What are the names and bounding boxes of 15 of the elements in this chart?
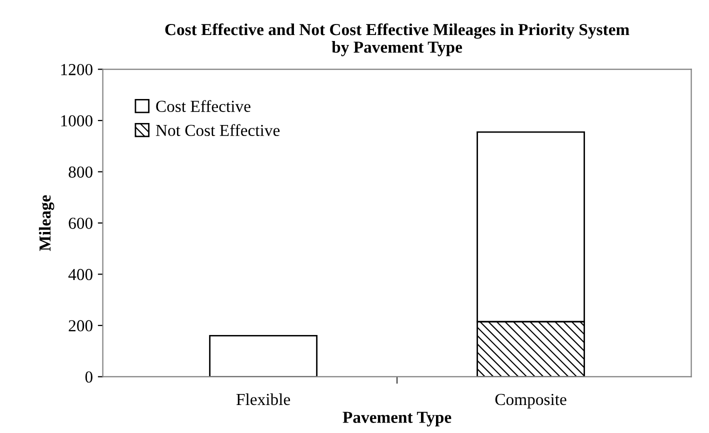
y-tick-label: 400: [68, 268, 92, 280]
y-tick-label: 600: [68, 218, 92, 229]
y-tick-label: 800: [68, 166, 92, 178]
legend-label: Cost Effective: [156, 100, 250, 112]
x-tick-label: Flexible: [236, 393, 290, 406]
bar: [209, 335, 318, 377]
legend-label: Not Cost Effective: [156, 124, 280, 136]
y-tick-label: 1200: [61, 64, 92, 76]
y-tick-label: 0: [85, 371, 92, 383]
y-tick-label: 200: [68, 320, 92, 332]
x-axis-title: Pavement Type: [342, 412, 452, 426]
chart-title: Cost Effective and Not Cost Effective Mileages in Priority System by Pavement Type: [165, 23, 630, 56]
y-tick-label: 1000: [61, 115, 92, 126]
x-tick-label: Composite: [495, 394, 566, 408]
y-axis-title: Mileage: [38, 195, 54, 251]
